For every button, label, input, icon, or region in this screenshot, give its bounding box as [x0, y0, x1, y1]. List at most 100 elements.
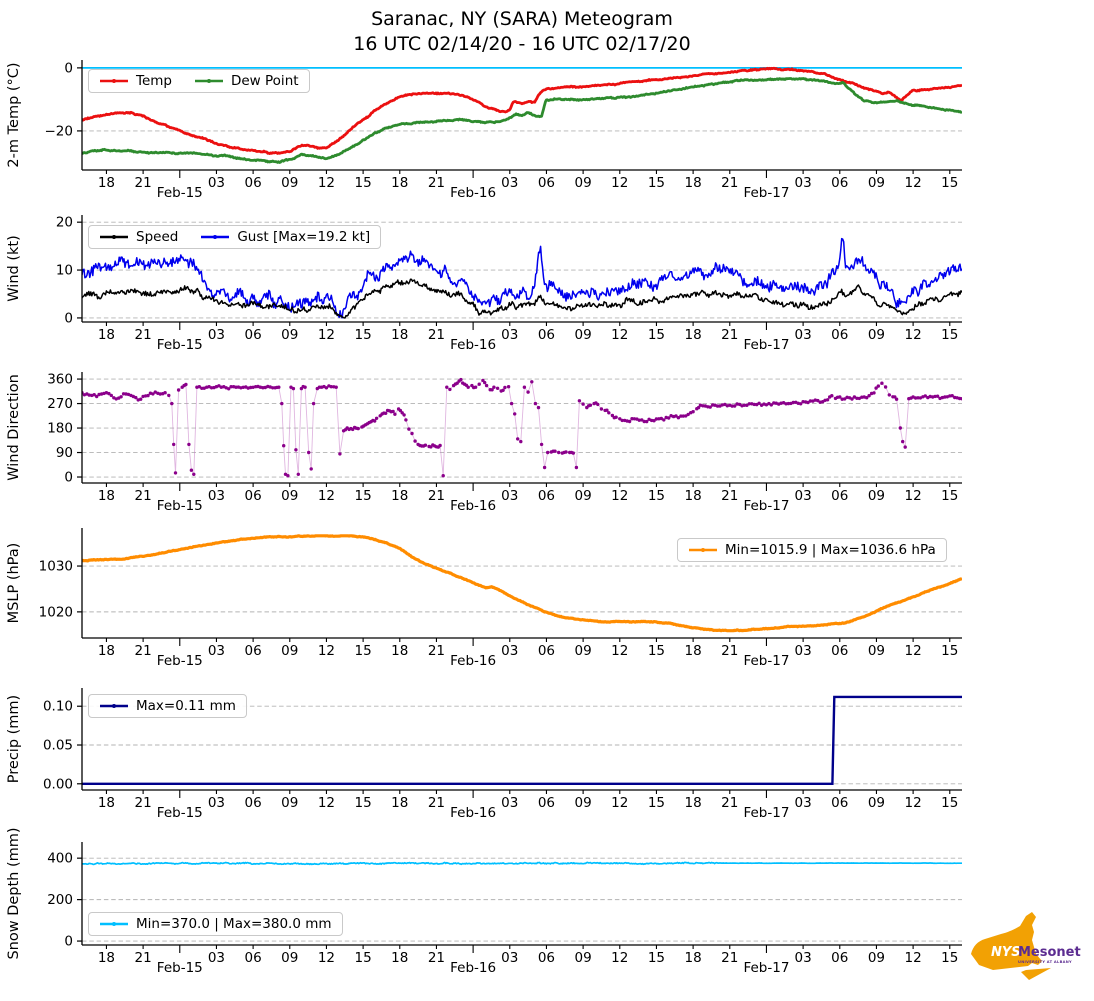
legend-entry: Dew Point	[194, 73, 299, 89]
legend-entry: Speed	[99, 229, 178, 245]
temp-panel: 0 −20 18 21 03 06 09 12 15 18 21 03 06 09 12 15 18 21 03 06…	[6, 60, 962, 201]
legend-entry: Temp	[99, 73, 172, 89]
snow-xtick-hour-label: 03	[795, 950, 812, 966]
legend-line-sample	[100, 704, 128, 708]
legend-line-sample	[689, 548, 717, 552]
snow-legend: Min=370.0 | Max=380.0 mm	[88, 912, 343, 936]
wind-xtick-hour-label: 12	[611, 327, 628, 343]
wind-xtick-hour-label: 03	[795, 327, 812, 343]
winddir-xtick-hour-label: 12	[905, 488, 922, 504]
nys-text-bg	[990, 944, 1017, 959]
winddir-xtick-hour-label: 06	[538, 488, 555, 504]
mslp-xtick-hour-label: 15	[941, 643, 958, 659]
mslp-xtick-hour-label: 06	[831, 643, 848, 659]
mslp-ytick-label: 1030	[39, 559, 73, 575]
wind-xtick-hour-label: 12	[318, 327, 335, 343]
temp-xtick-hour-label: 06	[831, 175, 848, 191]
snow-xtick-hour-label: 12	[905, 950, 922, 966]
winddir-xtick-date-label: Feb-15	[157, 498, 203, 514]
precip-ytick-label: 0.05	[43, 738, 73, 754]
snow-xtick-hour-label: 21	[428, 950, 445, 966]
wind-xtick-date-label: Feb-17	[743, 337, 789, 353]
snow-ytick-label: 0	[64, 934, 73, 950]
temp-xtick-hour-label: 09	[868, 175, 885, 191]
temp-xtick-hour-label: 18	[391, 175, 408, 191]
precip-xtick-hour-label: 06	[538, 795, 555, 811]
precip-xtick-hour-label: 15	[941, 795, 958, 811]
precip-xtick-date-label: Feb-17	[743, 805, 789, 821]
mslp-xtick-hour-label: 21	[135, 643, 152, 659]
temp-xtick-date-label: Feb-17	[743, 185, 789, 201]
snow-xtick-hour-label: 12	[611, 950, 628, 966]
logo-mesonet-text: Mesonet	[1018, 945, 1081, 960]
snow-xtick-hour-label: 06	[831, 950, 848, 966]
precip-xtick-hour-label: 21	[721, 795, 738, 811]
mslp-xtick-hour-label: 03	[208, 643, 225, 659]
wind-series-Speed	[82, 278, 962, 319]
temp-series-Dew Point	[82, 77, 962, 164]
legend-label: Speed	[136, 229, 179, 245]
legend-entry: Min=1015.9 | Max=1036.6 hPa	[688, 542, 936, 558]
temp-xtick-hour-label: 21	[135, 175, 152, 191]
legend-line-sample	[100, 79, 128, 83]
wind-xtick-hour-label: 15	[355, 327, 372, 343]
winddir-ylabel: Wind Direction	[6, 374, 22, 481]
temp-legend: Temp Dew Point	[88, 69, 310, 93]
mslp-xtick-hour-label: 21	[428, 643, 445, 659]
temp-xtick-hour-label: 15	[941, 175, 958, 191]
precip-ytick-label: 0.10	[43, 699, 73, 715]
temp-xtick-hour-label: 15	[355, 175, 372, 191]
mslp-xtick-hour-label: 06	[245, 643, 262, 659]
snow-panel: 400 200 0 18 21 03 06 09 12 15 18 21 03 06 09 12 15 18 21 0…	[6, 827, 962, 976]
snow-xtick-hour-label: 21	[135, 950, 152, 966]
temp-xtick-hour-label: 18	[685, 175, 702, 191]
winddir-xtick-hour-label: 09	[575, 488, 592, 504]
legend-line-sample	[201, 235, 230, 239]
precip-xtick-hour-label: 03	[208, 795, 225, 811]
wind-xtick-hour-label: 09	[575, 327, 592, 343]
wind-xtick-hour-label: 15	[648, 327, 665, 343]
wind-xtick-hour-label: 12	[905, 327, 922, 343]
snow-xtick-hour-label: 15	[355, 950, 372, 966]
temp-xtick-date-label: Feb-16	[450, 185, 496, 201]
wind-ytick-label: 0	[64, 310, 73, 326]
snow-xtick-hour-label: 18	[391, 950, 408, 966]
temp-xtick-hour-label: 03	[501, 175, 518, 191]
precip-xtick-hour-label: 18	[685, 795, 702, 811]
precip-ylabel: Precip (mm)	[6, 695, 22, 783]
winddir-xtick-hour-label: 09	[281, 488, 298, 504]
snow-ylabel: Snow Depth (mm)	[6, 827, 22, 959]
snow-xtick-date-label: Feb-16	[450, 960, 496, 976]
winddir-xtick-hour-label: 12	[318, 488, 335, 504]
temp-ylabel: 2-m Temp (°C)	[6, 62, 22, 167]
precip-xtick-hour-label: 09	[868, 795, 885, 811]
winddir-xtick-hour-label: 18	[685, 488, 702, 504]
snow-xtick-hour-label: 03	[501, 950, 518, 966]
temp-xtick-hour-label: 12	[611, 175, 628, 191]
mslp-xtick-hour-label: 21	[721, 643, 738, 659]
snow-xtick-hour-label: 18	[685, 950, 702, 966]
winddir-xtick-date-label: Feb-16	[450, 498, 496, 514]
precip-xtick-hour-label: 21	[428, 795, 445, 811]
precip-legend: Max=0.11 mm	[88, 694, 247, 718]
mslp-xtick-hour-label: 18	[391, 643, 408, 659]
mslp-series-MSLP	[82, 534, 962, 633]
snow-xtick-date-label: Feb-15	[157, 960, 203, 976]
snow-xtick-hour-label: 21	[721, 950, 738, 966]
mslp-xtick-hour-label: 09	[575, 643, 592, 659]
precip-xtick-hour-label: 12	[611, 795, 628, 811]
wind-xtick-hour-label: 18	[391, 327, 408, 343]
winddir-xtick-hour-label: 03	[208, 488, 225, 504]
temp-xtick-hour-label: 06	[245, 175, 262, 191]
winddir-ytick-label: 360	[47, 372, 73, 388]
wind-series-Gust	[82, 237, 962, 319]
temp-xtick-hour-label: 12	[318, 175, 335, 191]
precip-xtick-date-label: Feb-15	[157, 805, 203, 821]
legend-entry: Max=0.11 mm	[99, 698, 236, 714]
winddir-ytick-label: 0	[64, 470, 73, 486]
winddir-panel: 360 270 180 90 0 18 21 03 06 09 12 15 18 21 03 06 09 12 15…	[6, 372, 962, 514]
snow-series-Snow Depth	[82, 861, 962, 866]
mslp-ytick-label: 1020	[39, 604, 73, 620]
wind-ytick-label: 10	[56, 263, 73, 279]
mslp-xtick-hour-label: 12	[611, 643, 628, 659]
